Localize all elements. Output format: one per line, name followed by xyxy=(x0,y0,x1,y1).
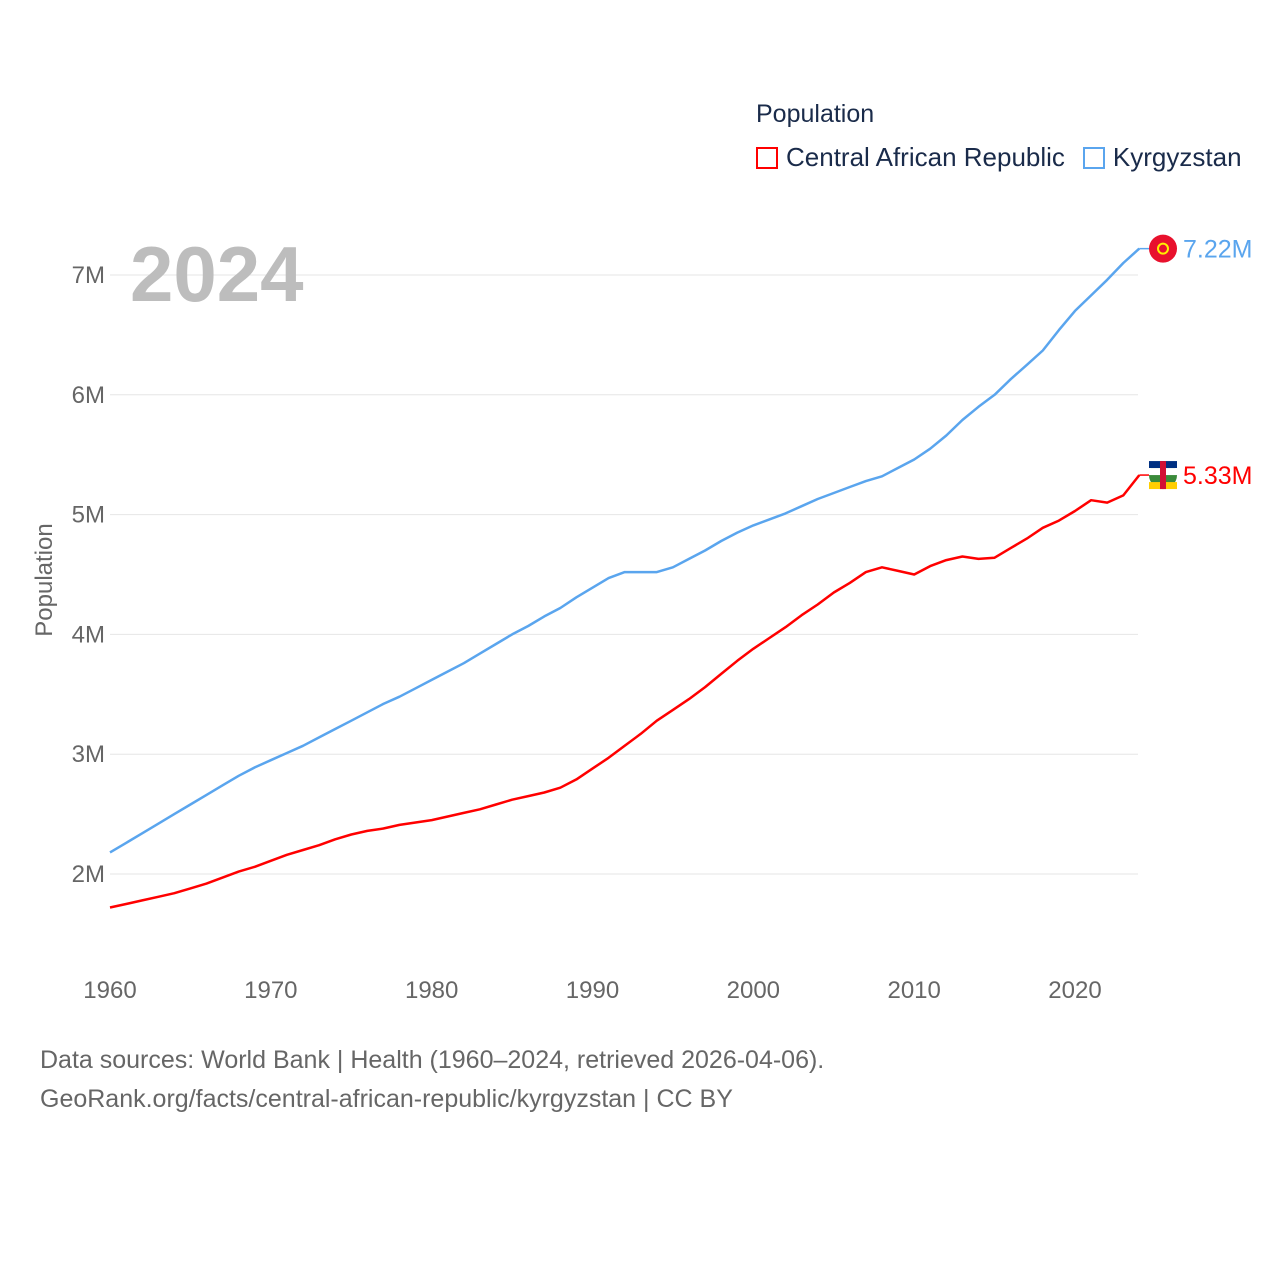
x-tick-label: 2020 xyxy=(1048,977,1101,1004)
flag-icon-kyrgyzstan xyxy=(1149,234,1177,263)
y-tick-label: 4M xyxy=(72,621,105,648)
x-tick-label: 1980 xyxy=(405,977,458,1004)
x-tick-label: 2010 xyxy=(887,977,940,1004)
x-tick-label: 1970 xyxy=(244,977,297,1004)
end-value-label: 5.33M xyxy=(1183,462,1252,490)
source-link[interactable]: GeoRank.org/facts/central-african-republ… xyxy=(40,1085,733,1113)
flag-stripe xyxy=(1160,461,1166,490)
x-tick-label: 1990 xyxy=(566,977,619,1004)
legend-title: Population xyxy=(756,100,875,128)
end-value-label: 7.22M xyxy=(1183,236,1252,264)
y-tick-label: 6M xyxy=(72,382,105,409)
y-tick-label: 3M xyxy=(72,741,105,768)
legend-label-kyrgyzstan[interactable]: Kyrgyzstan xyxy=(1112,142,1242,172)
flag-sun xyxy=(1157,242,1169,255)
y-tick-label: 2M xyxy=(72,861,105,888)
legend-swatch-car[interactable] xyxy=(756,146,778,169)
series-line-kyrgyzstan xyxy=(109,247,1141,854)
year-label: 2024 xyxy=(130,230,304,318)
x-tick-label: 2000 xyxy=(727,977,780,1004)
y-tick-label: 5M xyxy=(72,502,105,529)
series-line-car xyxy=(109,474,1141,909)
x-tick-label: 1960 xyxy=(83,977,136,1004)
legend-swatch-kyrgyzstan[interactable] xyxy=(1082,146,1105,169)
source-line: Data sources: World Bank | Health (1960–… xyxy=(40,1046,825,1074)
legend: Central African Republic Kyrgyzstan xyxy=(756,142,1242,173)
legend-label-car[interactable]: Central African Republic xyxy=(786,142,1065,172)
y-tick-label: 7M xyxy=(72,262,105,289)
y-axis-title: Population xyxy=(31,523,58,636)
